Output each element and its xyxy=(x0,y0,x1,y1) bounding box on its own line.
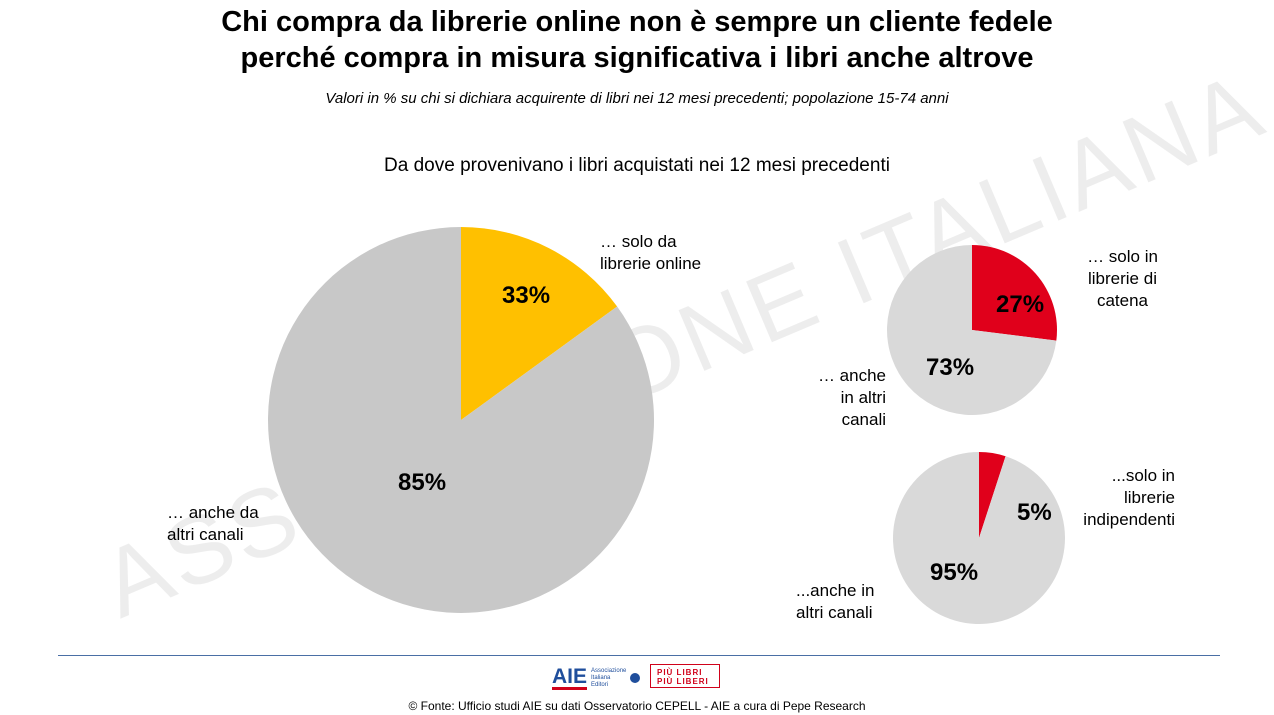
slice-independent-other xyxy=(892,452,1065,624)
footer-divider xyxy=(58,655,1220,656)
chart-heading: Da dove provenivano i libri acquistati n… xyxy=(384,155,890,176)
slice-pct-online-other: 85% xyxy=(398,469,447,496)
subtitle: Valori in % su chi si dichiara acquirent… xyxy=(325,90,949,107)
label-line: librerie xyxy=(1123,488,1175,507)
slice-label-online-other: … anche da altri canali xyxy=(167,502,259,546)
aie-logo-text: Associazione Italiana Editori xyxy=(591,668,626,689)
label-line: catena xyxy=(1096,291,1149,310)
label-line: librerie di xyxy=(1088,269,1157,288)
slice-pct-chain-other: 73% xyxy=(926,354,975,381)
label-line: … solo in xyxy=(1087,247,1158,266)
pie-chart-online xyxy=(267,227,654,613)
source-note: © Fonte: Ufficio studi AIE su dati Osser… xyxy=(408,699,866,713)
label-line: … anche da xyxy=(167,503,259,522)
aie-logo-line: Editori xyxy=(591,681,609,688)
aie-logo-line: Associazione xyxy=(591,667,627,674)
label-line: indipendenti xyxy=(1083,510,1175,529)
page-title: Chi compra da librerie online non è semp… xyxy=(60,4,1214,76)
slice-pct-chain-only: 27% xyxy=(996,291,1045,318)
pl-logo-line: PIÙ LIBRI xyxy=(657,668,703,677)
label-line: in altri xyxy=(840,388,886,407)
slice-label-online-only: … solo da librerie online xyxy=(600,231,701,275)
label-line: altri canali xyxy=(796,603,873,622)
title-line-2: perché compra in misura significativa i … xyxy=(240,42,1034,74)
label-line: librerie online xyxy=(600,254,702,273)
slice-independent-only xyxy=(979,452,1006,538)
label-line: canali xyxy=(841,410,886,429)
label-line: ...solo in xyxy=(1111,466,1175,485)
slice-chain-other xyxy=(887,245,1057,416)
aie-logo-mark: AIE xyxy=(552,664,588,690)
slice-online-only xyxy=(461,227,618,420)
slice-label-independent-other: ...anche in altri canali xyxy=(796,580,874,624)
slice-label-independent-only: ...solo in librerie indipendenti xyxy=(1070,465,1175,531)
slice-online-other xyxy=(267,227,654,613)
slice-label-chain-other: … anche in altri canali xyxy=(790,365,886,431)
label-line: altri canali xyxy=(167,525,244,544)
title-line-1: Chi compra da librerie online non è semp… xyxy=(221,6,1053,38)
aie-logo-line: Italiana xyxy=(591,674,611,681)
aie-logo: AIE Associazione Italiana Editori xyxy=(552,664,641,692)
pie-chart-chain xyxy=(887,245,1057,416)
pie-chart-independent xyxy=(892,452,1065,624)
piu-libri-piu-liberi-logo: PIÙ LIBRI PIÙ LIBERI xyxy=(650,664,720,688)
slice-chain-only xyxy=(972,245,1057,341)
aie-logo-icon xyxy=(630,673,641,683)
slice-pct-independent-only: 5% xyxy=(1017,499,1052,526)
label-line: … anche xyxy=(817,366,886,385)
pl-logo-line: PIÙ LIBERI xyxy=(657,677,709,686)
slice-pct-online-only: 33% xyxy=(502,282,551,309)
slice-label-chain-only: … solo in librerie di catena xyxy=(1080,246,1165,312)
label-line: … solo da xyxy=(600,232,677,251)
label-line: ...anche in xyxy=(796,581,875,600)
slice-pct-independent-other: 95% xyxy=(930,559,979,586)
